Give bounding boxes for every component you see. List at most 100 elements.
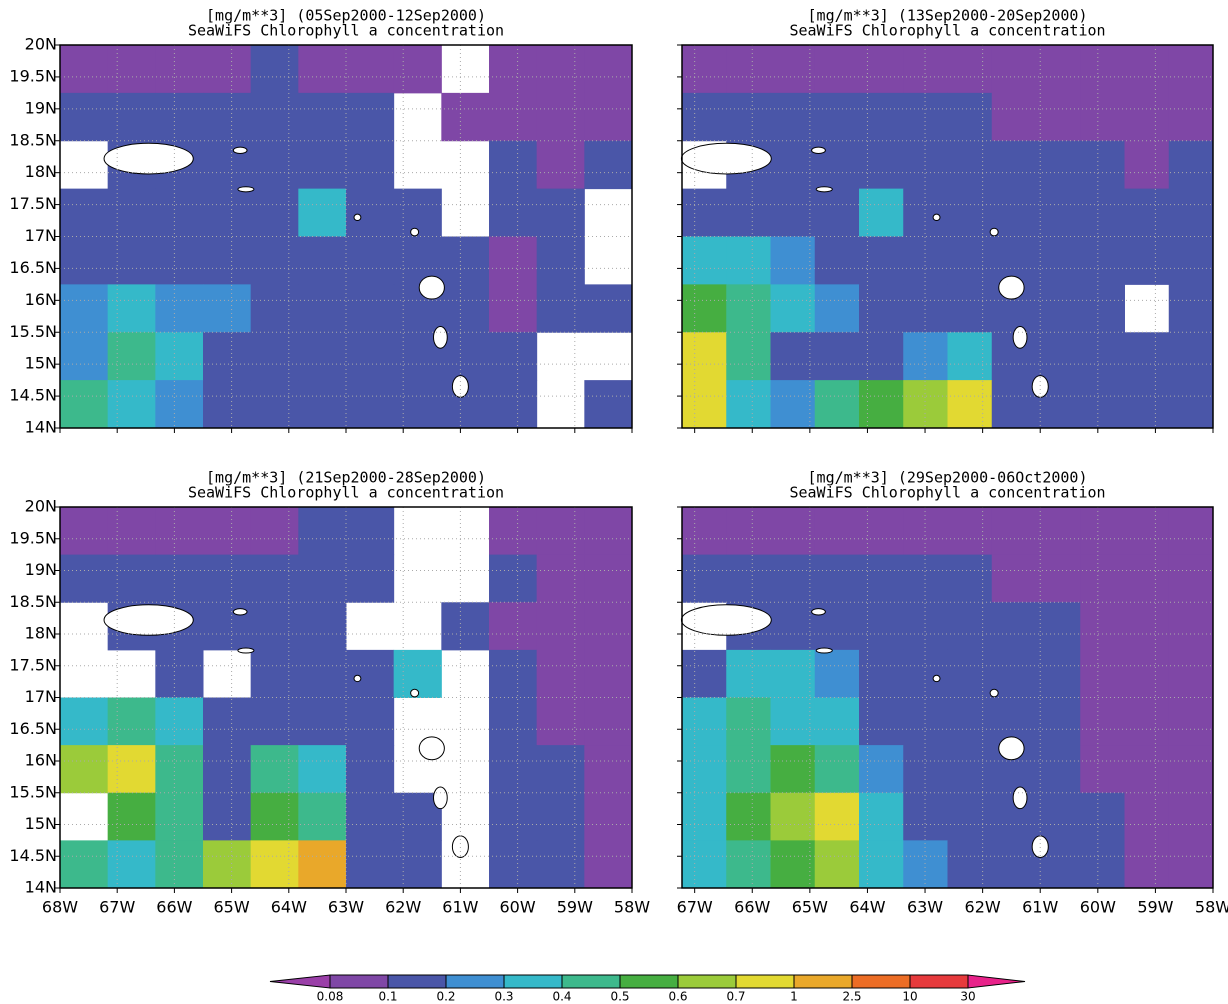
x-tick-label: 59W bbox=[1137, 898, 1173, 917]
x-tick-label: 59W bbox=[557, 898, 593, 917]
cell bbox=[537, 650, 585, 698]
cell bbox=[682, 650, 727, 698]
colorbar-label: 0.7 bbox=[726, 990, 745, 1004]
cell bbox=[992, 45, 1037, 93]
cell bbox=[771, 284, 816, 332]
cell bbox=[859, 698, 904, 746]
cell bbox=[251, 840, 299, 888]
cell bbox=[903, 380, 948, 428]
y-tick-label: 18.5N bbox=[9, 130, 57, 149]
cell bbox=[859, 650, 904, 698]
cell bbox=[815, 793, 860, 841]
cell bbox=[859, 602, 904, 650]
cell bbox=[992, 555, 1037, 603]
cell bbox=[298, 650, 346, 698]
cell bbox=[859, 555, 904, 603]
cell bbox=[682, 698, 727, 746]
cell bbox=[726, 698, 771, 746]
cell bbox=[298, 793, 346, 841]
colorbar-label: 0.6 bbox=[668, 990, 687, 1004]
cell bbox=[298, 332, 346, 380]
island bbox=[1013, 787, 1027, 809]
cell bbox=[1080, 555, 1125, 603]
panel-subtitle: SeaWiFS Chlorophyll a concentration bbox=[789, 22, 1105, 40]
cell bbox=[155, 698, 203, 746]
y-tick-label: 19.5N bbox=[9, 528, 57, 547]
cell bbox=[251, 93, 299, 141]
cell bbox=[584, 284, 632, 332]
cell bbox=[726, 650, 771, 698]
island bbox=[233, 609, 247, 615]
cell bbox=[815, 650, 860, 698]
island bbox=[681, 605, 771, 635]
x-tick-label: 61W bbox=[1022, 898, 1058, 917]
cell bbox=[726, 237, 771, 285]
cell bbox=[771, 840, 816, 888]
cell bbox=[859, 840, 904, 888]
cell bbox=[346, 237, 394, 285]
cell bbox=[815, 189, 860, 237]
y-tick-label: 18N bbox=[25, 624, 57, 643]
colorbar-label: 0.08 bbox=[317, 990, 344, 1004]
cell bbox=[1125, 745, 1170, 793]
island bbox=[999, 737, 1024, 760]
cell bbox=[1169, 650, 1214, 698]
cell bbox=[203, 237, 251, 285]
cell bbox=[537, 189, 585, 237]
cell bbox=[903, 698, 948, 746]
y-tick-label: 14N bbox=[25, 418, 57, 437]
colorbar-label: 0.5 bbox=[610, 990, 629, 1004]
cell bbox=[298, 555, 346, 603]
cell bbox=[489, 237, 537, 285]
cell bbox=[298, 141, 346, 189]
cell bbox=[203, 332, 251, 380]
cell bbox=[108, 555, 156, 603]
cell bbox=[1169, 237, 1214, 285]
cell bbox=[489, 650, 537, 698]
cell bbox=[1169, 332, 1214, 380]
cell bbox=[771, 93, 816, 141]
cell bbox=[903, 189, 948, 237]
cell bbox=[1036, 237, 1081, 285]
y-tick-label: 15.5N bbox=[9, 782, 57, 801]
cell bbox=[537, 602, 585, 650]
cell bbox=[584, 793, 632, 841]
cell bbox=[537, 555, 585, 603]
x-tick-label: 61W bbox=[442, 898, 478, 917]
figure: 14N14.5N15N15.5N16N16.5N17N17.5N18N18.5N… bbox=[0, 0, 1228, 1004]
cell bbox=[298, 45, 346, 93]
cell bbox=[298, 284, 346, 332]
cell bbox=[251, 284, 299, 332]
cell bbox=[108, 380, 156, 428]
cell bbox=[441, 93, 489, 141]
cell bbox=[1036, 555, 1081, 603]
y-tick-label: 14.5N bbox=[9, 386, 57, 405]
cell bbox=[815, 840, 860, 888]
cell bbox=[155, 840, 203, 888]
cell bbox=[1080, 45, 1125, 93]
cell bbox=[298, 93, 346, 141]
cell bbox=[346, 45, 394, 93]
cell bbox=[60, 380, 108, 428]
cell bbox=[1169, 189, 1214, 237]
cell bbox=[441, 332, 489, 380]
cell bbox=[537, 745, 585, 793]
cell bbox=[489, 284, 537, 332]
cell bbox=[948, 650, 993, 698]
cell bbox=[1080, 93, 1125, 141]
island bbox=[816, 187, 832, 192]
y-tick-label: 20N bbox=[25, 35, 57, 54]
colorbar-arrow bbox=[968, 975, 1025, 988]
cell bbox=[1080, 284, 1125, 332]
island bbox=[104, 605, 193, 635]
cell bbox=[1080, 650, 1125, 698]
cell bbox=[537, 507, 585, 555]
cell bbox=[859, 380, 904, 428]
cell bbox=[1080, 840, 1125, 888]
colorbar-swatch bbox=[736, 975, 794, 988]
cell bbox=[298, 507, 346, 555]
cell bbox=[537, 793, 585, 841]
cell bbox=[298, 189, 346, 237]
y-tick-label: 14N bbox=[25, 878, 57, 897]
cell bbox=[489, 840, 537, 888]
